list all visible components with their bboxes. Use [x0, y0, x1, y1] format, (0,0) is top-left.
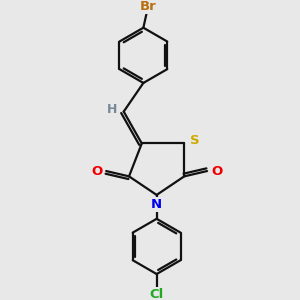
Text: O: O	[211, 164, 222, 178]
Text: N: N	[151, 198, 162, 211]
Text: O: O	[91, 164, 102, 178]
Text: H: H	[107, 103, 117, 116]
Text: Br: Br	[140, 0, 157, 13]
Text: Cl: Cl	[149, 288, 164, 300]
Text: S: S	[190, 134, 200, 147]
